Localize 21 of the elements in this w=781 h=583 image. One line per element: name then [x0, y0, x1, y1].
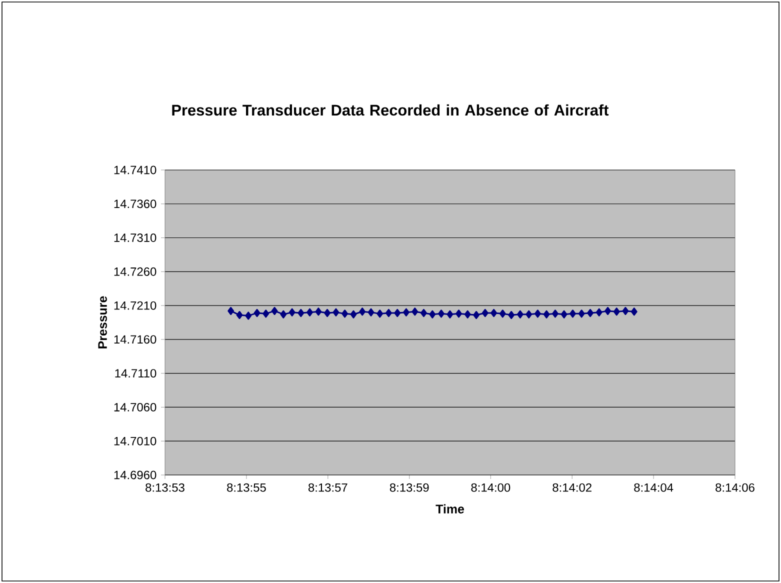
- x-tick-label: 8:14:04: [634, 483, 674, 492]
- y-tick-label: 14.7260: [114, 267, 156, 276]
- x-tick-label: 8:14:02: [552, 483, 592, 492]
- y-tick-label: 14.7360: [114, 200, 156, 208]
- x-tick-label: 8:14:06: [716, 483, 754, 492]
- y-tick-label: 14.7160: [114, 335, 156, 344]
- y-tick-label: 14.7010: [114, 436, 156, 446]
- y-tick-label: 14.7410: [114, 166, 156, 174]
- y-tick-label: 14.7310: [114, 234, 156, 242]
- x-tick-label: 8:13:57: [308, 483, 348, 492]
- chart-title: Pressure Transducer Data Recorded in Absence of Aircraft: [172, 104, 609, 116]
- y-tick-label: 14.7060: [114, 402, 156, 412]
- x-tick-label: 8:14:00: [471, 483, 510, 492]
- x-tick-label: 8:13:55: [227, 483, 266, 492]
- y-tick-label: 14.7110: [115, 369, 156, 378]
- x-tick-label: 8:13:53: [146, 483, 184, 492]
- x-axis-title: Time: [436, 504, 464, 514]
- y-tick-label: 14.7210: [114, 301, 156, 310]
- y-axis-title: Pressure: [98, 296, 107, 348]
- y-tick-label: 14.6960: [114, 470, 156, 480]
- x-tick-label: 8:13:59: [390, 483, 429, 492]
